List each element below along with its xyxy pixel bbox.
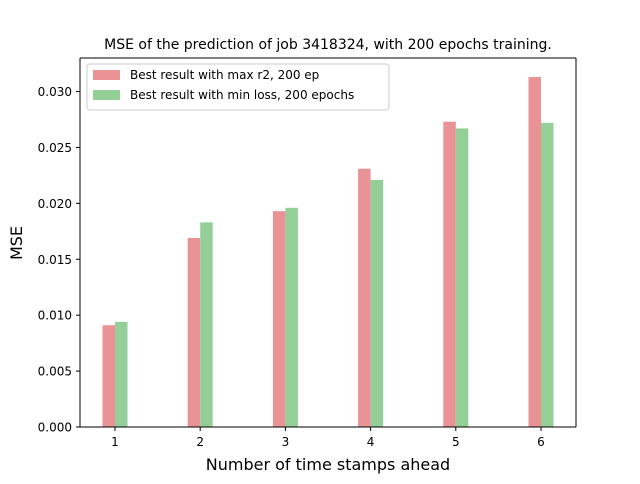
y-tick-label: 0.025: [38, 141, 72, 155]
bar-series1-3: [272, 211, 286, 427]
y-tick-label: 0.000: [38, 421, 72, 435]
bar-series2-3: [285, 207, 298, 427]
legend-label-2: Best result with min loss, 200 epochs: [130, 88, 354, 102]
bar-series1-1: [102, 325, 115, 427]
bar-series2-2: [200, 222, 213, 427]
y-tick-label: 0.015: [38, 253, 72, 267]
x-axis-label: Number of time stamps ahead: [206, 455, 450, 474]
bar-series2-1: [115, 321, 128, 427]
y-tick-label: 0.030: [38, 85, 72, 99]
x-tick-label: 5: [452, 435, 460, 449]
legend-box: [86, 63, 390, 111]
x-tick-label: 4: [367, 435, 375, 449]
legend-label-1: Best result with max r2, 200 ep: [130, 68, 319, 82]
y-axis-label: MSE: [7, 226, 26, 260]
bar-series2-4: [370, 179, 384, 427]
x-tick-label: 2: [196, 435, 204, 449]
bar-series1-6: [528, 77, 541, 427]
y-tick-label: 0.005: [38, 365, 72, 379]
bar-series2-5: [455, 128, 469, 428]
axes-group: 0.000 0.005 0.010 0.015 0.020 0.025 0.030 1 2 3 4 5…: [38, 57, 577, 449]
bar-series2-6: [541, 122, 554, 427]
legend: Best result with max r2, 200 ep Best resu…: [86, 63, 390, 111]
y-tick-label: 0.020: [38, 197, 72, 211]
x-tick-label: 6: [537, 435, 545, 449]
x-tick-label: 3: [282, 435, 290, 449]
bars-group: [102, 77, 554, 428]
y-tick-label: 0.010: [38, 309, 72, 323]
legend-swatch-1: [93, 70, 120, 80]
legend-swatch-2: [93, 90, 120, 100]
x-tick-label: 1: [111, 435, 119, 449]
chart-title: MSE of the prediction of job 3418324, wi…: [104, 37, 552, 53]
bar-series1-4: [358, 168, 371, 427]
bar-series1-5: [443, 121, 456, 428]
bar-series1-2: [187, 238, 201, 427]
